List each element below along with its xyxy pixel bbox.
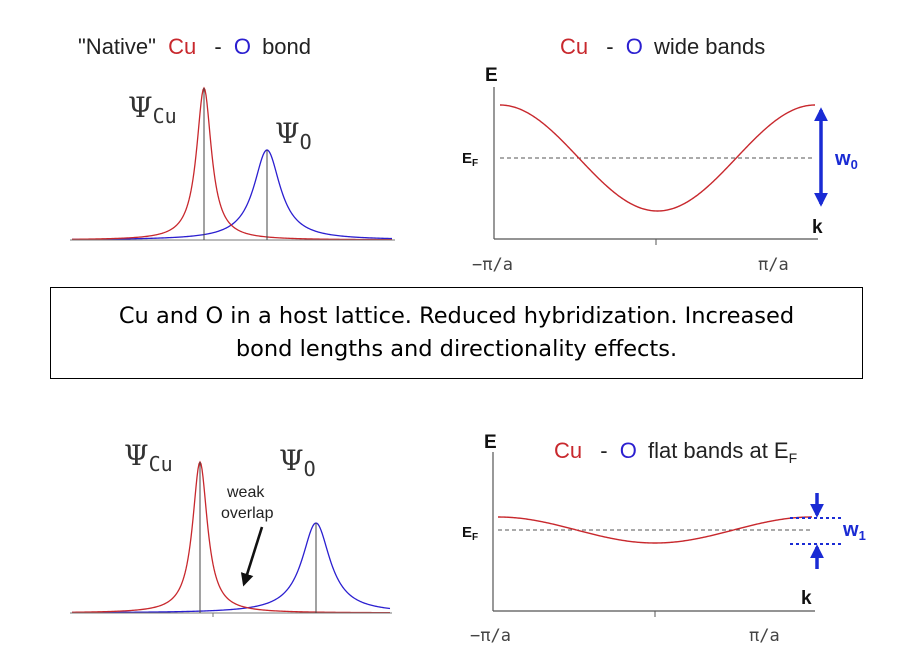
psi-symbol: Ψ (128, 91, 153, 124)
fermi-sub: F (472, 158, 478, 169)
psi-o-subscript: O (300, 130, 312, 154)
caption-line-1: Cu and O in a host lattice. Reduced hybr… (118, 303, 795, 329)
native-bond-title: "Native" Cu - O bond (78, 34, 311, 59)
k-axis-label: k (801, 588, 812, 609)
title-rest: flat bands at E (648, 438, 789, 463)
tick-pi-over-a: π/a (758, 255, 789, 275)
fermi-e: E (462, 524, 472, 541)
psi-symbol: Ψ (124, 439, 149, 472)
psi-o-label: ΨO (275, 117, 312, 154)
annotation-line-2: overlap (221, 505, 274, 522)
flat-bands-panel: Cu - O flat bands at EF E EF w1 k −π/a π… (462, 432, 866, 646)
native-bond-panel: "Native" Cu - O bond ΨCu ΨO (70, 34, 395, 241)
fermi-e: E (462, 150, 472, 167)
fermi-sub: F (472, 532, 478, 543)
title-o-label: O (626, 34, 643, 59)
psi-cu-label: ΨCu (128, 91, 177, 128)
energy-axis-label: E (484, 432, 497, 453)
host-lattice-bond-panel: ΨCu ΨO weak overlap (70, 439, 392, 617)
psi-symbol: Ψ (275, 117, 300, 150)
psi-cu-label: ΨCu (124, 439, 173, 476)
title-cu-label: Cu (554, 438, 582, 463)
wide-band-curve (499, 104, 816, 212)
flat-band-curve (498, 516, 812, 544)
title-native-word: "Native" (78, 34, 156, 59)
fermi-label: EF (462, 524, 478, 543)
bandwidth-label: w0 (834, 148, 858, 172)
psi-cu-curve (71, 460, 390, 614)
fermi-label: EF (462, 150, 478, 169)
psi-cu-subscript: Cu (149, 452, 173, 476)
psi-o-subscript: O (304, 457, 316, 481)
psi-cu-curve (71, 86, 392, 241)
k-axis-label: k (812, 217, 823, 238)
tick-pi-over-a: π/a (749, 626, 780, 646)
title-cu-label: Cu (168, 34, 196, 59)
bandwidth-label: w1 (842, 519, 866, 543)
w-letter: w (834, 148, 851, 170)
psi-o-curve (71, 149, 393, 241)
overlap-arrow (240, 526, 264, 587)
wide-bands-title: Cu - O wide bands (560, 34, 765, 59)
title-o-label: O (620, 438, 637, 463)
wide-bands-panel: Cu - O wide bands E EF w0 k −π/a π/a (462, 34, 858, 275)
w-subscript: 1 (859, 528, 866, 543)
tick-minus-pi-over-a: −π/a (470, 626, 511, 646)
title-bond-word: bond (262, 34, 311, 59)
weak-overlap-annotation: weak overlap (221, 484, 274, 522)
energy-axis-label: E (485, 65, 498, 86)
psi-o-label: ΨO (279, 444, 316, 481)
flat-bands-title: Cu - O flat bands at EF (554, 438, 797, 466)
title-o-label: O (234, 34, 251, 59)
title-separator: - (606, 34, 613, 59)
psi-cu-subscript: Cu (153, 104, 177, 128)
title-cu-label: Cu (560, 34, 588, 59)
title-separator: - (214, 34, 221, 59)
title-separator: - (600, 438, 607, 463)
host-lattice-caption-box: Cu and O in a host lattice. Reduced hybr… (50, 287, 863, 379)
psi-symbol: Ψ (279, 444, 304, 477)
tick-minus-pi-over-a: −π/a (472, 255, 513, 275)
title-subscript: F (789, 450, 798, 466)
title-rest: wide bands (653, 34, 765, 59)
w-subscript: 0 (851, 157, 858, 172)
annotation-line-1: weak (226, 484, 265, 501)
caption-line-2: bond lengths and directionality effects. (235, 336, 678, 362)
w-letter: w (842, 519, 859, 541)
psi-o-curve (71, 522, 391, 614)
